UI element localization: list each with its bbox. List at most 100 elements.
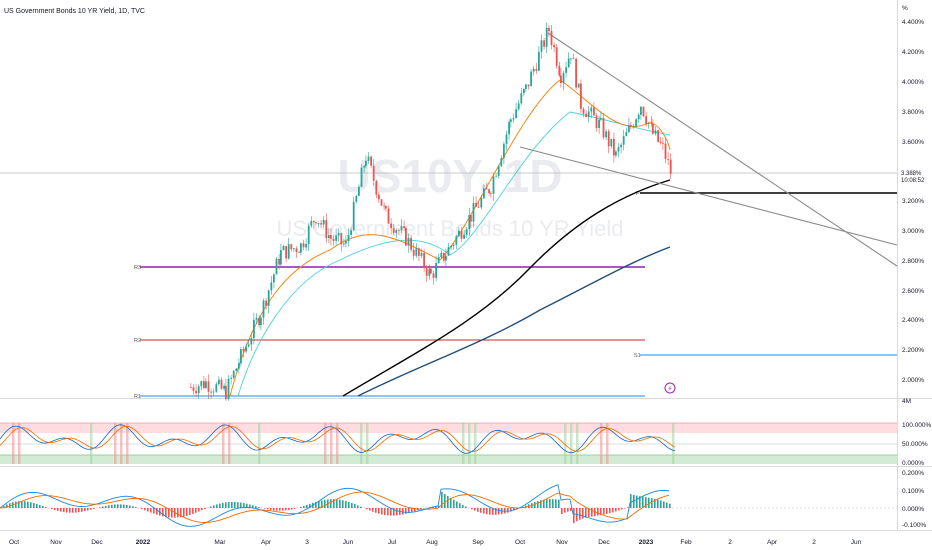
candle-body <box>220 379 223 389</box>
macd-histogram-bar <box>378 508 380 514</box>
macd-histogram-bar <box>561 508 563 514</box>
macd-histogram-bar <box>111 504 113 508</box>
macd-histogram-bar <box>78 508 80 513</box>
candle-body <box>262 300 265 318</box>
candle-body <box>538 51 540 71</box>
stoch-overbought-bar <box>336 423 339 464</box>
candle-body <box>298 251 300 253</box>
macd-histogram-bar <box>270 508 272 510</box>
candle-body <box>548 27 550 31</box>
candle-body <box>225 385 227 400</box>
candle-body <box>669 159 672 174</box>
candle-body <box>640 106 642 115</box>
candle-body <box>337 233 340 236</box>
macd-histogram-bar <box>51 508 53 510</box>
candle-body <box>595 115 598 128</box>
macd-histogram-bar <box>411 508 413 513</box>
price-axis[interactable]: 4.400% 4.200% 4.000% 3.800% 3.600% 3.200% 3.00… <box>902 19 924 384</box>
macd-histogram-bar <box>186 508 188 516</box>
candle-body <box>245 346 247 352</box>
candle-body <box>637 114 640 120</box>
candle-body <box>405 228 407 246</box>
macd-histogram-bar <box>402 508 404 515</box>
macd-histogram-bar <box>444 494 446 508</box>
macd-histogram-bar <box>237 502 239 508</box>
stoch-top-label: 4M <box>902 398 911 405</box>
watermark-symbol: US10Y, 1D <box>337 150 562 202</box>
candle-body <box>380 199 383 206</box>
candle-body <box>617 147 620 152</box>
time-tick: Sep <box>472 539 484 546</box>
macd-histogram-bar <box>492 508 494 515</box>
price-tick: 3.600% <box>902 139 924 146</box>
candle-body <box>610 138 613 147</box>
macd-histogram-bar <box>369 508 371 511</box>
candle-body <box>247 344 250 347</box>
stoch-oversold-bar <box>576 423 579 464</box>
candle-body <box>355 195 358 202</box>
candle-body <box>275 258 278 275</box>
candle-body <box>582 108 585 114</box>
candle-body <box>492 176 495 194</box>
macd-histogram-bar <box>396 508 398 516</box>
macd-histogram-bar <box>405 508 407 514</box>
macd-histogram-bar <box>39 504 41 508</box>
macd-histogram-bar <box>123 504 125 508</box>
macd-histogram-bar <box>360 506 362 508</box>
time-tick: Jun <box>343 539 354 546</box>
macd-histogram-bar <box>108 505 110 508</box>
candle-body <box>347 234 350 242</box>
macd-histogram-bar <box>42 505 44 508</box>
macd-histogram-bar <box>156 508 158 515</box>
candle-body <box>477 206 480 208</box>
candle-body <box>545 27 548 47</box>
candle-body <box>383 205 385 207</box>
macd-histogram-bar <box>600 508 602 516</box>
event-icon[interactable]: ⚡ <box>664 382 676 394</box>
candle-body <box>205 381 207 388</box>
trend-lines <box>519 32 898 267</box>
macd-histogram-bar <box>654 498 656 508</box>
candle-body <box>260 317 262 326</box>
time-tick: Feb <box>680 539 692 546</box>
macd-histogram-bar <box>315 501 317 508</box>
time-axis[interactable]: Oct Nov Dec 2022 Mar Apr 3 Jun Jul Aug Sep Oct Nov De… <box>9 539 862 546</box>
candle-body <box>398 230 400 231</box>
macd-histogram-bar <box>480 508 482 513</box>
macd-histogram-bar <box>27 501 29 508</box>
candle-body <box>200 381 203 387</box>
stoch-overbought-bar <box>600 423 603 464</box>
macd-histogram-bar <box>351 502 353 508</box>
candle-body <box>223 385 225 389</box>
candle-body <box>423 253 425 269</box>
stoch-oversold-bar <box>672 423 675 464</box>
candle-body <box>622 136 625 145</box>
macd-histogram-bar <box>183 508 185 517</box>
macd-histogram-bar <box>210 506 212 508</box>
macd-histogram-bar <box>309 503 311 508</box>
candle-body <box>664 143 667 159</box>
time-tick: Dec <box>598 539 610 546</box>
candle-body <box>218 379 220 385</box>
candle-body <box>437 257 440 264</box>
macd-histogram-bar <box>165 508 167 517</box>
candle-body <box>572 58 575 60</box>
candle-body <box>415 248 418 256</box>
macd-histogram-bar <box>195 508 197 513</box>
candle-body <box>527 84 530 87</box>
candle-body <box>280 250 282 265</box>
ma-100-line <box>357 246 671 397</box>
macd-histogram-bar <box>60 508 62 512</box>
macd-histogram-bar <box>114 504 116 508</box>
macd-histogram-bar <box>168 508 170 518</box>
candle-body <box>558 65 561 76</box>
candle-body <box>230 377 232 379</box>
macd-histogram-bar <box>219 503 221 508</box>
stoch-overbought-bar <box>120 423 123 464</box>
candle-body <box>517 103 520 110</box>
candle-body <box>508 121 510 135</box>
candle-body <box>212 391 215 393</box>
macd-histogram-bar <box>288 508 290 510</box>
candle-body <box>407 237 410 246</box>
